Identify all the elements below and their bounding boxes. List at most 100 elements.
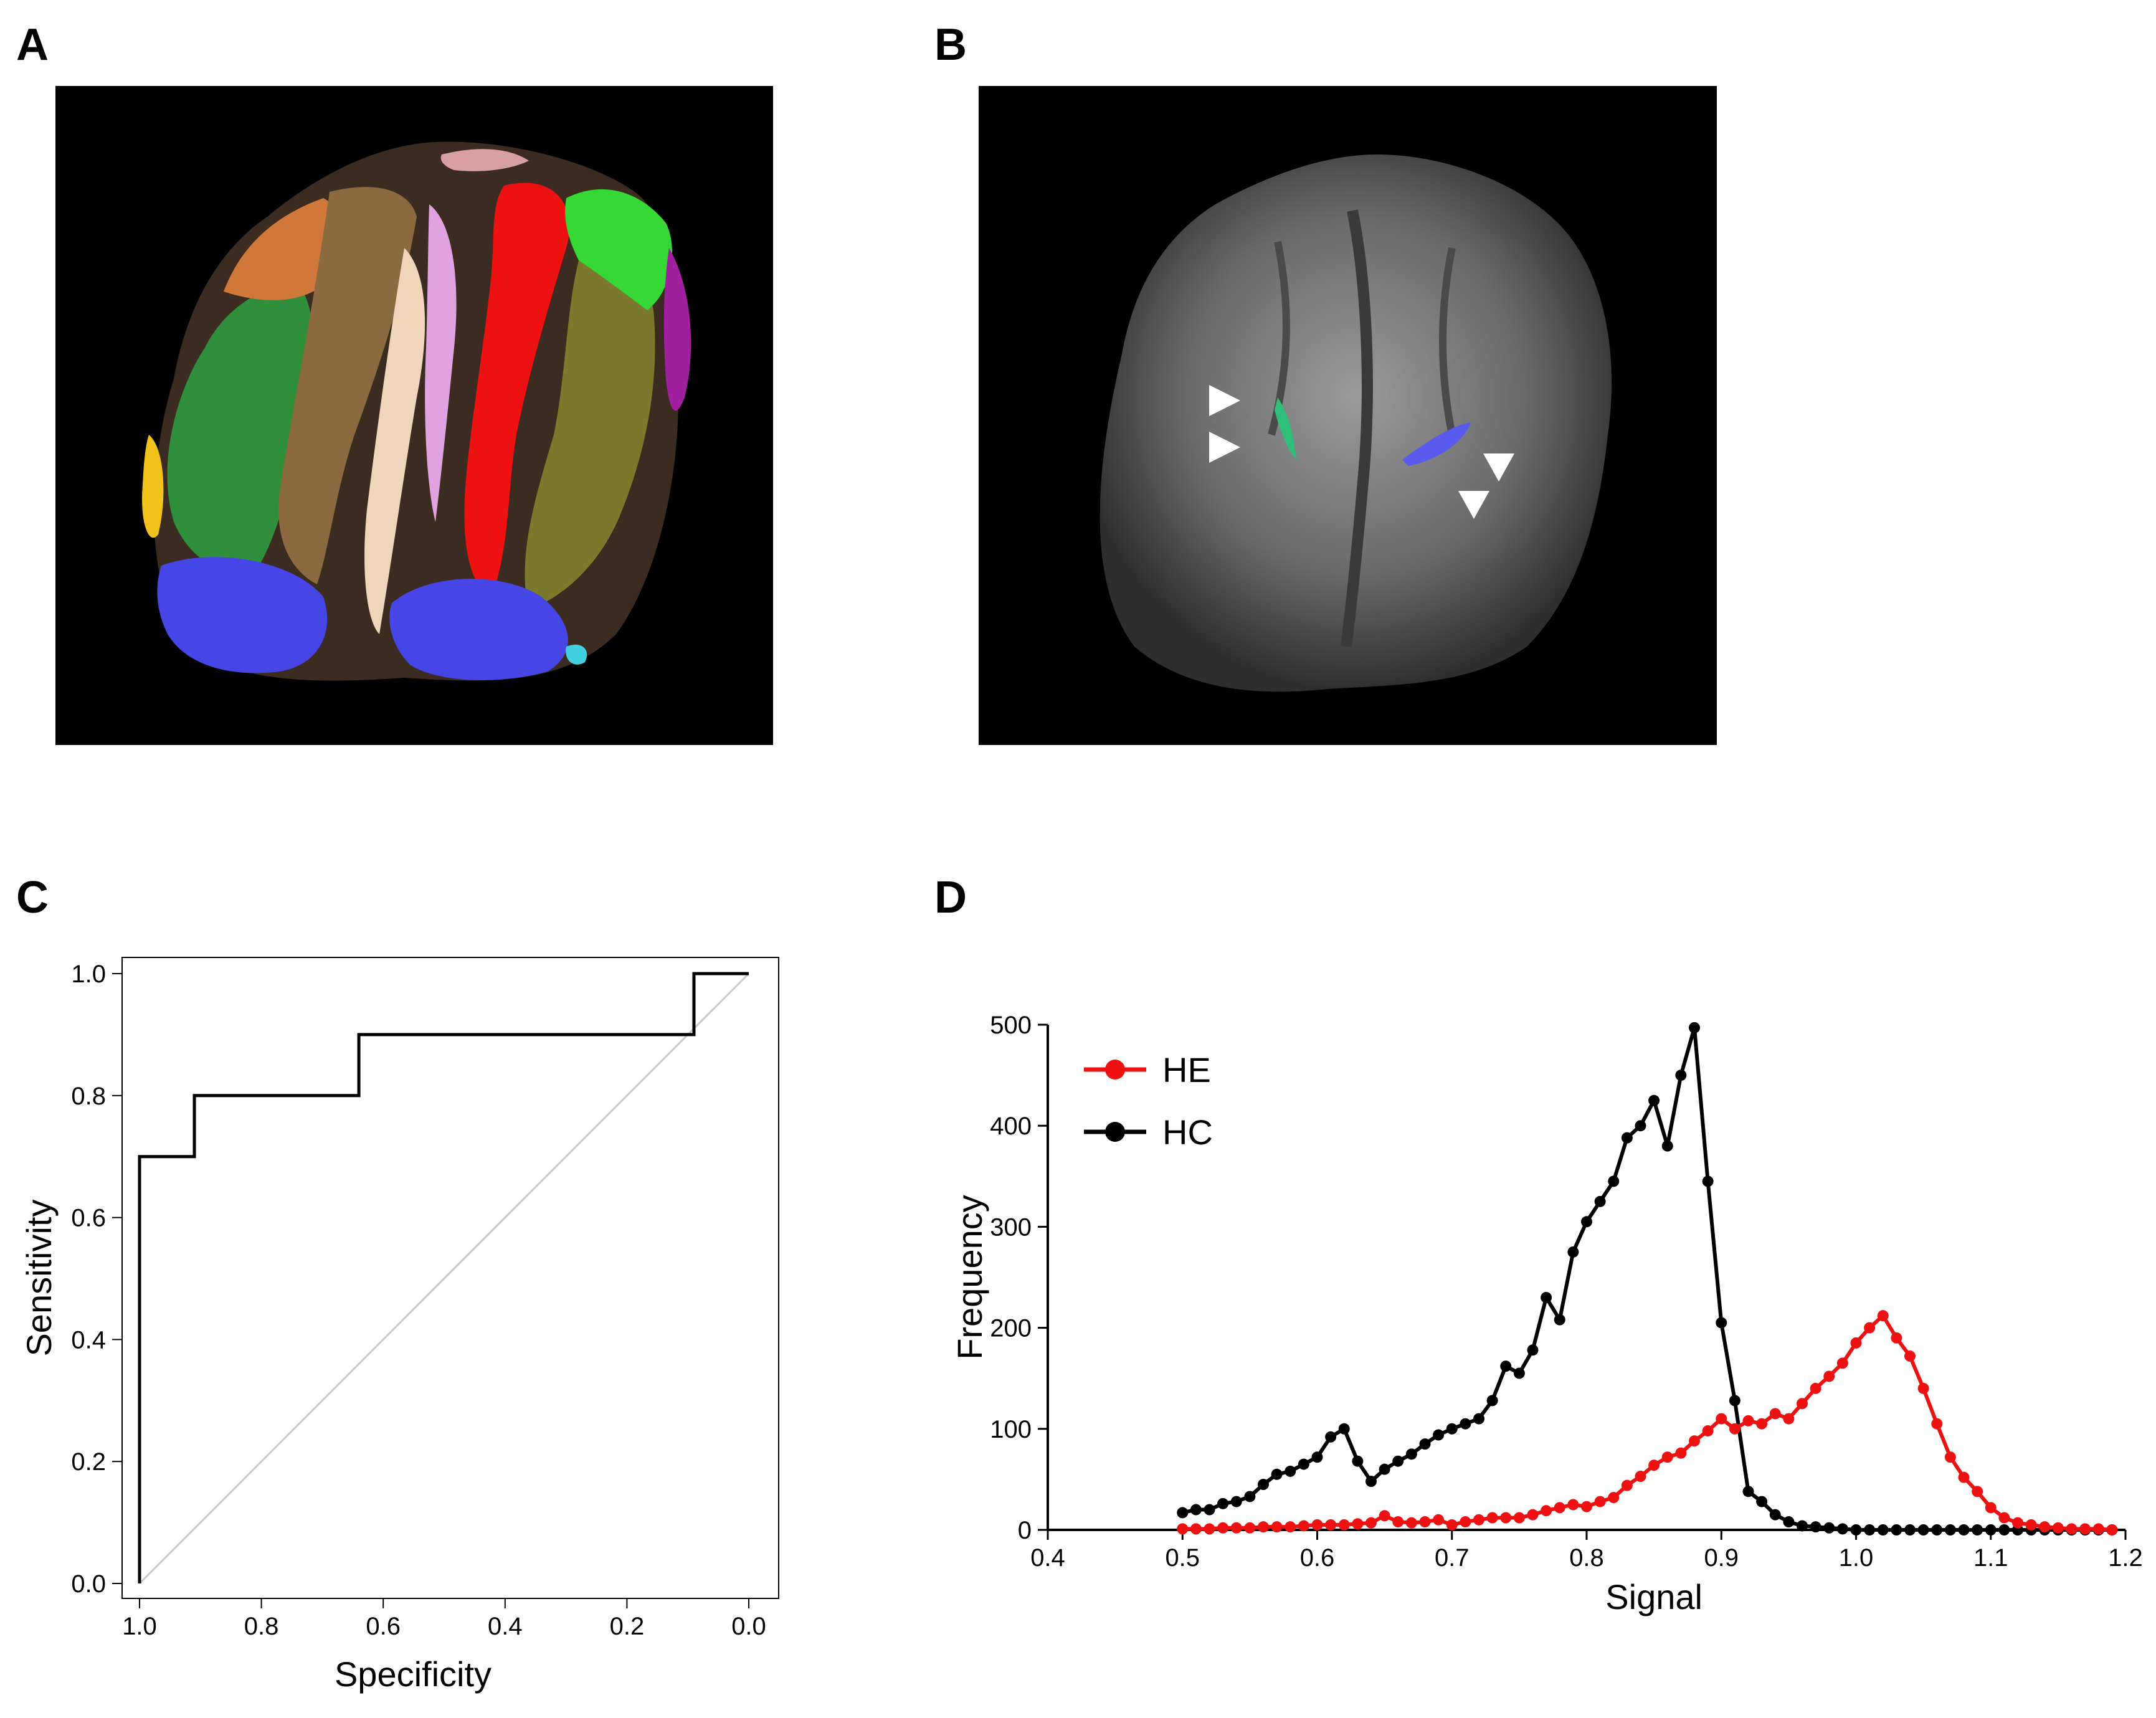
data-point-hc xyxy=(1230,1496,1242,1507)
data-point-hc xyxy=(1311,1451,1323,1463)
data-point-hc xyxy=(1513,1367,1525,1379)
data-point-he xyxy=(1891,1332,1902,1344)
arrowhead-icon xyxy=(1483,453,1514,482)
data-point-he xyxy=(1621,1479,1633,1491)
series-line-hc xyxy=(1182,1025,2112,1532)
data-point-hc xyxy=(1473,1413,1484,1425)
roi-green xyxy=(1275,397,1296,460)
data-point-he xyxy=(1716,1413,1727,1425)
data-point-he xyxy=(1904,1350,1916,1362)
data-point-hc xyxy=(1891,1524,1902,1535)
data-point-he xyxy=(2106,1524,2118,1535)
data-point-hc xyxy=(1904,1524,1916,1535)
data-point-hc xyxy=(1379,1463,1390,1475)
data-point-hc xyxy=(1594,1195,1606,1207)
data-point-he xyxy=(1608,1492,1620,1504)
series-line-he xyxy=(1182,1314,2112,1532)
data-point-he xyxy=(1554,1502,1565,1514)
y-tick-label: 0.4 xyxy=(71,1326,106,1354)
y-axis-label: Sensitivity xyxy=(19,1199,59,1356)
data-point-hc xyxy=(1460,1418,1471,1430)
data-point-he xyxy=(1190,1523,1202,1535)
data-point-he xyxy=(1661,1451,1673,1463)
data-point-he xyxy=(1365,1517,1377,1529)
x-tick-label: 0.2 xyxy=(610,1613,645,1640)
y-tick-label: 1.0 xyxy=(71,961,106,988)
data-point-hc xyxy=(1944,1524,1956,1535)
data-point-he xyxy=(1648,1459,1660,1471)
y-tick-label: 100 xyxy=(990,1416,1032,1443)
data-point-he xyxy=(1446,1519,1458,1531)
data-point-he xyxy=(1675,1447,1687,1459)
data-point-hc xyxy=(1285,1465,1296,1477)
brain-3d-surface xyxy=(142,141,691,681)
data-point-hc xyxy=(1742,1486,1754,1497)
data-point-he xyxy=(1177,1523,1189,1535)
data-point-hc xyxy=(1689,1022,1700,1033)
data-point-hc xyxy=(1648,1094,1660,1106)
data-point-he xyxy=(1311,1519,1323,1531)
data-point-hc xyxy=(1716,1317,1727,1329)
x-tick-label: 0.4 xyxy=(1030,1544,1065,1572)
data-point-hc xyxy=(1527,1344,1539,1356)
data-point-he xyxy=(1944,1451,1956,1463)
data-point-hc xyxy=(1338,1423,1350,1435)
data-point-he xyxy=(1460,1516,1471,1528)
data-point-he xyxy=(1433,1514,1445,1526)
panel-label-b: B xyxy=(934,20,967,70)
data-point-he xyxy=(1352,1518,1364,1530)
data-point-hc xyxy=(1177,1507,1189,1519)
data-point-hc xyxy=(1756,1496,1768,1507)
brain-roi-image xyxy=(979,86,1717,745)
data-point-he xyxy=(1513,1512,1525,1524)
arrowhead-icon xyxy=(1209,432,1240,463)
data-point-he xyxy=(1689,1435,1700,1447)
data-point-hc xyxy=(1931,1524,1943,1535)
signal-frequency-chart: 0.4 0.5 0.6 0.7 0.8 0.9 1.0 1.1 1.2 0 100 200 300 400… xyxy=(950,1012,2143,1616)
data-point-he xyxy=(1473,1514,1484,1526)
x-tick-label: 0.8 xyxy=(244,1613,279,1640)
data-point-hc xyxy=(1621,1132,1633,1144)
data-point-hc xyxy=(1325,1431,1337,1443)
data-point-he xyxy=(1850,1337,1862,1349)
data-point-he xyxy=(1877,1310,1889,1322)
brain-silhouette xyxy=(1099,154,1612,692)
y-tick-label: 0.8 xyxy=(71,1083,106,1110)
data-point-he xyxy=(1729,1423,1740,1435)
data-point-he xyxy=(1567,1499,1579,1511)
data-point-he xyxy=(1405,1517,1417,1529)
data-point-he xyxy=(1217,1522,1229,1534)
data-point-he xyxy=(2039,1521,2051,1533)
data-point-he xyxy=(1998,1512,2010,1524)
data-point-he xyxy=(2052,1522,2064,1534)
x-tick-label: 0.0 xyxy=(731,1613,766,1640)
x-axis-label: Specificity xyxy=(335,1654,492,1694)
x-tick-label: 0.7 xyxy=(1435,1544,1470,1572)
y-axis-label: Frequency xyxy=(950,1195,989,1360)
data-point-he xyxy=(1769,1408,1781,1420)
data-point-hc xyxy=(1190,1504,1202,1516)
roc-curve-line xyxy=(138,972,749,1583)
data-point-hc xyxy=(1204,1504,1215,1516)
data-point-hc xyxy=(1244,1491,1256,1502)
data-point-he xyxy=(2066,1523,2078,1535)
x-tick-label: 1.1 xyxy=(1973,1544,2008,1572)
data-point-hc xyxy=(1217,1497,1229,1509)
data-point-he xyxy=(1635,1471,1646,1483)
y-tick-label: 0.2 xyxy=(71,1448,106,1476)
plot-frame xyxy=(121,957,779,1599)
data-point-hc xyxy=(1661,1140,1673,1152)
data-point-he xyxy=(1230,1522,1242,1534)
data-point-he xyxy=(1917,1382,1929,1394)
brain-parcellation-image xyxy=(55,86,773,745)
data-point-hc xyxy=(1405,1448,1417,1460)
data-point-hc xyxy=(1271,1468,1283,1480)
data-point-hc xyxy=(1810,1521,1821,1533)
data-point-he xyxy=(1338,1519,1350,1531)
data-point-he xyxy=(1581,1501,1592,1512)
data-point-hc xyxy=(1985,1524,1997,1535)
x-tick-label: 1.2 xyxy=(2108,1544,2143,1572)
data-point-he xyxy=(1258,1521,1269,1533)
data-point-he xyxy=(1972,1486,1983,1497)
data-point-hc xyxy=(1541,1291,1552,1303)
